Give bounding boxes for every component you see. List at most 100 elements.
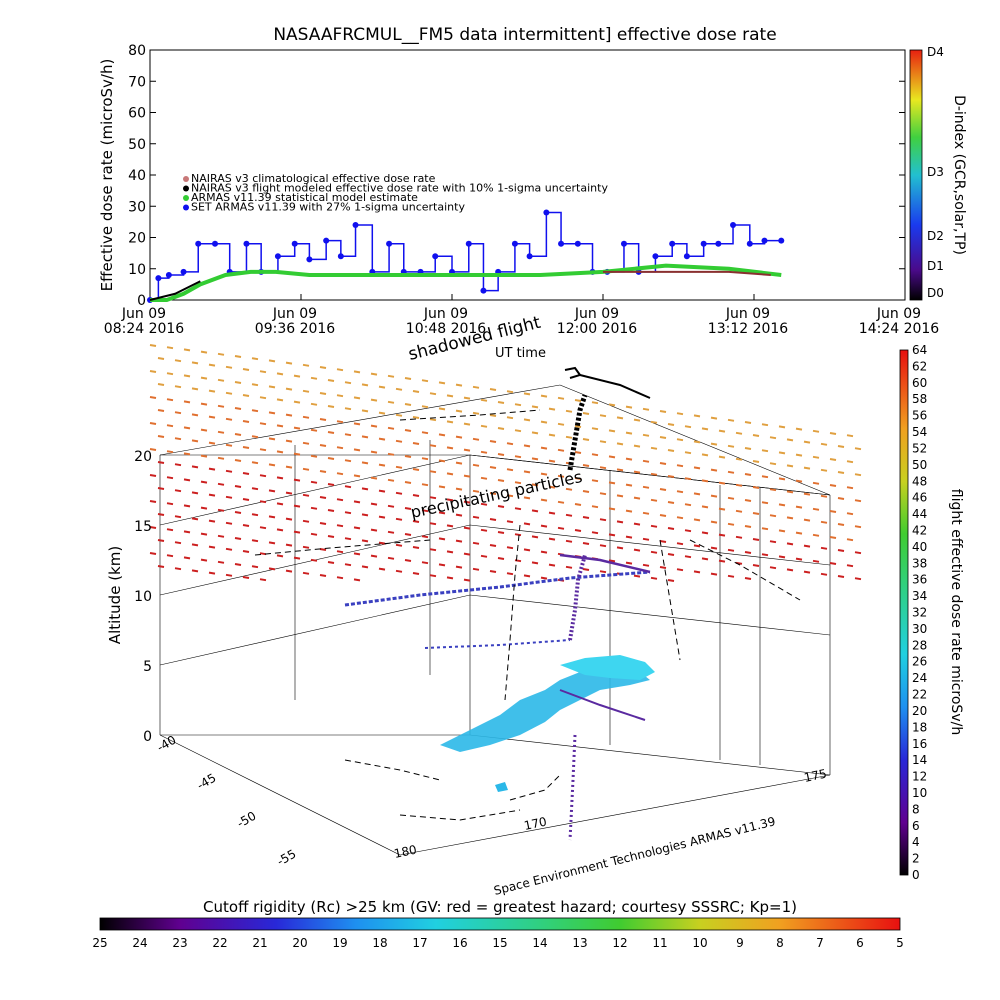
precip-mark xyxy=(421,457,429,461)
precip-mark xyxy=(710,442,718,446)
precip-mark xyxy=(293,452,301,456)
precip-mark xyxy=(659,540,667,543)
dindex-label: D-index (GCR,solar,TP) xyxy=(951,95,967,255)
z-tick-label: 5 xyxy=(143,659,152,675)
precip-mark xyxy=(310,428,318,432)
dose-rate-line xyxy=(468,243,485,291)
precip-mark xyxy=(582,516,590,519)
precip-mark xyxy=(710,546,718,550)
dose-rate-line xyxy=(372,243,390,273)
precip-mark xyxy=(846,460,854,464)
precip-mark xyxy=(497,427,505,430)
precip-mark xyxy=(259,474,267,478)
precip-mark xyxy=(795,427,803,431)
precip-mark xyxy=(268,411,276,415)
precip-mark xyxy=(353,396,361,400)
precip-mark xyxy=(421,509,429,513)
precip-mark xyxy=(225,365,233,369)
precip-mark xyxy=(353,500,361,504)
precip-mark xyxy=(149,422,157,425)
precip-mark xyxy=(174,359,182,363)
precip-mark xyxy=(752,564,760,567)
precip-mark xyxy=(234,433,242,436)
precip-mark xyxy=(353,448,361,452)
precip-mark xyxy=(591,505,599,509)
precip-mark xyxy=(455,539,463,543)
precip-mark xyxy=(778,529,786,533)
precip-mark xyxy=(378,541,386,545)
precip-mark xyxy=(727,548,735,552)
precip-mark xyxy=(684,425,692,429)
precip-mark xyxy=(761,423,769,427)
precip-mark xyxy=(149,448,157,451)
precip-mark xyxy=(327,483,335,486)
dindex-ticks: D4 D3 D2 D1 D0 xyxy=(927,45,944,300)
dose-rate-colorbar xyxy=(899,349,909,876)
precip-mark xyxy=(531,561,539,565)
dose-rate-tick: 6 xyxy=(912,819,920,833)
precip-mark xyxy=(574,477,582,480)
precip-mark xyxy=(208,545,216,549)
precip-mark xyxy=(523,548,531,552)
dose-rate-tick: 26 xyxy=(912,655,927,669)
precip-mark xyxy=(327,405,335,408)
legend-symbol xyxy=(183,176,189,182)
precip-mark xyxy=(506,572,514,576)
z-tick-label: 15 xyxy=(134,519,152,535)
x-tick-time: 12:00 2016 xyxy=(557,321,638,337)
precip-mark xyxy=(438,381,446,385)
precip-mark xyxy=(421,561,429,565)
precip-mark xyxy=(820,520,828,524)
precip-mark xyxy=(752,512,760,515)
precip-mark xyxy=(285,439,293,443)
precip-mark xyxy=(225,417,233,421)
precip-mark xyxy=(157,435,165,438)
precip-mark xyxy=(599,440,607,444)
precip-mark xyxy=(854,473,862,477)
precip-mark xyxy=(735,431,743,435)
precip-mark xyxy=(557,474,565,478)
cutoff-rigidity-ticks: 25 24 23 22 21 20 19 18 17 16 15 14 13 12 11 10 9 8 7 6 5 xyxy=(92,936,903,950)
precip-mark xyxy=(251,565,259,569)
precip-mark xyxy=(395,387,403,391)
precip-mark xyxy=(378,463,386,467)
precip-mark xyxy=(463,552,471,556)
ut-time-annotation: UT time xyxy=(495,346,546,361)
precip-mark xyxy=(837,523,845,526)
precip-mark xyxy=(259,578,267,582)
precip-mark xyxy=(727,418,735,422)
precip-mark xyxy=(523,392,531,396)
dose-rate-line xyxy=(498,243,516,273)
precip-mark xyxy=(693,544,701,548)
precip-mark xyxy=(242,550,250,553)
precip-mark xyxy=(234,537,242,540)
precip-mark xyxy=(412,546,420,549)
dose-rate-line xyxy=(246,243,262,272)
precip-mark xyxy=(251,461,259,465)
cutoff-rigidity-tick: 11 xyxy=(652,936,667,950)
precip-mark xyxy=(701,453,709,457)
precip-mark xyxy=(259,370,267,374)
precip-mark xyxy=(548,433,556,437)
precip-mark xyxy=(693,570,701,574)
precip-mark xyxy=(642,459,650,463)
precip-mark xyxy=(370,554,378,558)
precip-mark xyxy=(293,426,301,430)
lon-tick-label: 180 xyxy=(393,842,418,860)
precip-mark xyxy=(812,455,820,459)
precip-mark xyxy=(829,432,837,435)
precip-mark xyxy=(599,570,607,574)
precip-mark xyxy=(718,559,726,563)
precipitating-particles-sheet xyxy=(149,344,862,582)
precip-mark xyxy=(463,474,471,478)
precip-mark xyxy=(506,390,514,394)
precip-mark xyxy=(684,529,692,533)
precip-mark xyxy=(395,517,403,521)
precip-mark xyxy=(446,524,454,528)
precip-mark xyxy=(336,550,344,554)
precip-mark xyxy=(574,425,582,428)
precip-mark xyxy=(174,567,182,571)
dindex-tick: D0 xyxy=(927,286,944,300)
precip-mark xyxy=(625,483,633,487)
precip-mark xyxy=(642,537,650,541)
